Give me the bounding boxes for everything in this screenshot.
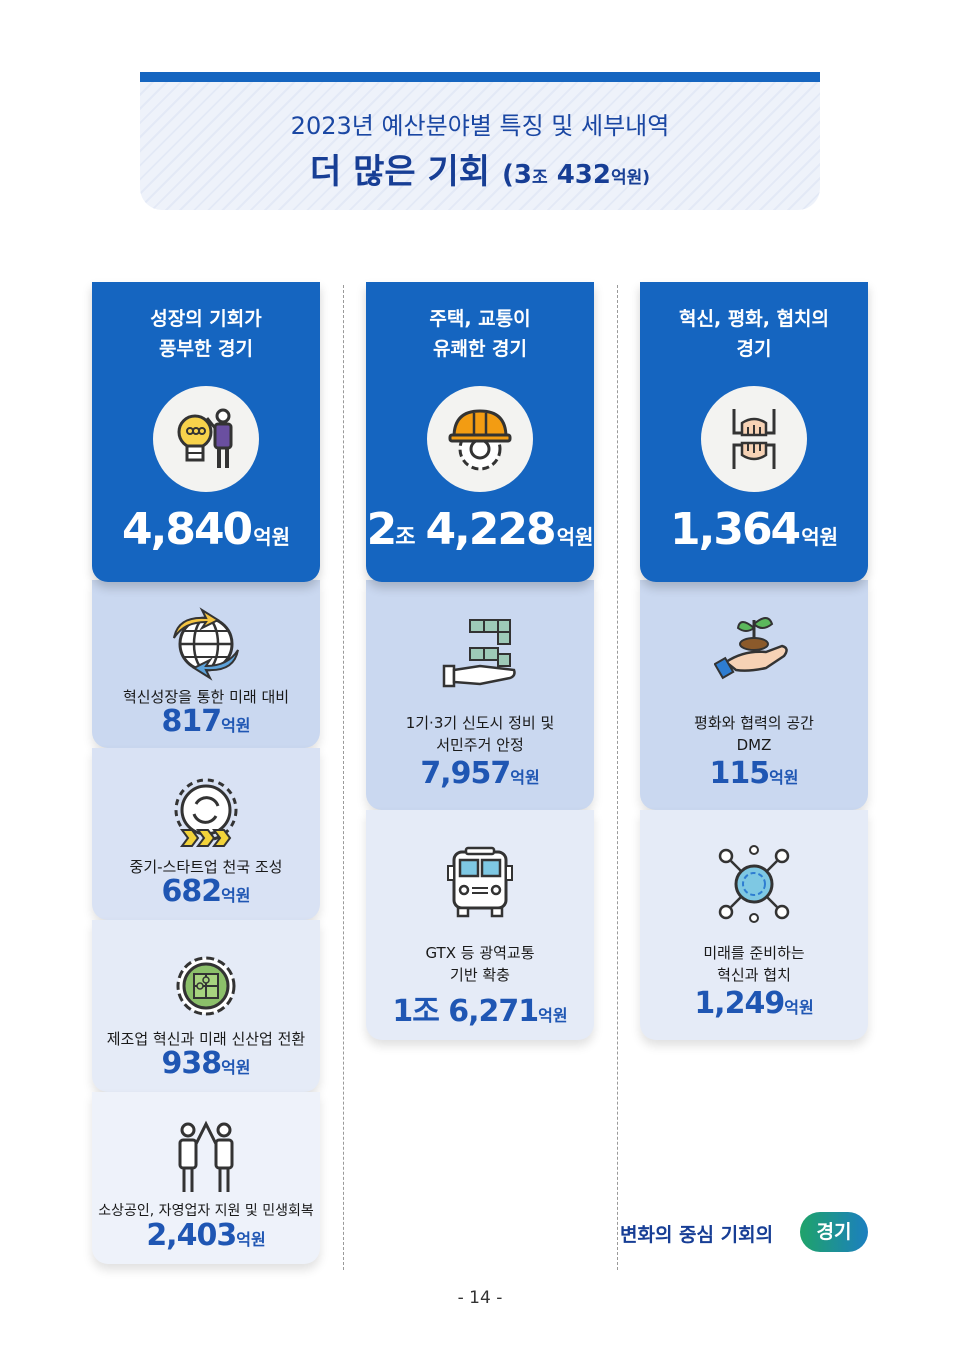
budget-item-card: 중기-스타트업 천국 조성 682억원 [92, 748, 320, 920]
category-title: 주택, 교통이 유쾌한 경기 [429, 308, 531, 360]
budget-item-card: 1기·3기 신도시 정비 및 서민주거 안정 7,957억원 [366, 580, 594, 810]
budget-item-amount: 682억원 [161, 874, 251, 909]
budget-item-card: 미래를 준비하는 혁신과 협치 1,249억원 [640, 810, 868, 1040]
category-amount: 1,364 억원 [670, 504, 838, 555]
header-title-row: 더 많은 기회 (3조 432억원) [140, 144, 820, 193]
category-card-growth: 성장의 기회가 풍부한 경기 4,840 억원 [92, 282, 320, 582]
budget-item-label: 소상공인, 자영업자 지원 및 민생회복 [98, 1203, 314, 1219]
budget-item-label: 제조업 혁신과 미래 신산업 전환 [106, 1030, 306, 1048]
header-box: 2023년 예산분야별 특징 및 세부내역 더 많은 기회 (3조 432억원) [140, 82, 820, 210]
budget-item-label: 미래를 준비하는 혁신과 협치 [703, 944, 805, 984]
budget-item-amount: 115억원 [709, 756, 799, 791]
budget-item-card: GTX 등 광역교통 기반 확충 1조 6,271억원 [366, 810, 594, 1040]
joined-hands-icon [701, 386, 807, 492]
budget-item-amount: 1,249억원 [694, 986, 814, 1021]
budget-item-amount: 7,957억원 [420, 756, 540, 791]
budget-item-amount: 938억원 [161, 1046, 251, 1081]
gear-arrows-icon [166, 774, 246, 854]
budget-item-label: 평화와 협력의 공간 DMZ [694, 714, 814, 754]
header-total: (3조 432억원) [502, 160, 651, 190]
category-amount: 4,840 억원 [122, 504, 290, 555]
network-people-icon [714, 844, 794, 924]
lightbulb-person-icon [153, 386, 259, 492]
budget-item-card: 제조업 혁신과 미래 신산업 전환 938억원 [92, 920, 320, 1092]
puzzle-gear-icon [166, 946, 246, 1026]
budget-item-label: 혁신성장을 통한 미래 대비 [122, 688, 290, 706]
budget-item-card: 소상공인, 자영업자 지원 및 민생회복 2,403억원 [92, 1092, 320, 1264]
hand-sprout-icon [713, 610, 794, 690]
column-divider [617, 285, 618, 1270]
people-highfive-icon [166, 1118, 246, 1198]
gyeonggi-logo-badge: 경기 [800, 1212, 868, 1252]
column-divider [343, 285, 344, 1270]
category-card-innovation-peace: 혁신, 평화, 협치의 경기 1,364 억원 [640, 282, 868, 582]
category-card-housing-transport: 주택, 교통이 유쾌한 경기 2조 4,228 억원 [366, 282, 594, 582]
budget-item-amount: 1조 6,271억원 [392, 994, 568, 1029]
hardhat-gear-icon [427, 386, 533, 492]
budget-item-label: 중기-스타트업 천국 조성 [129, 858, 283, 876]
header-subtitle: 2023년 예산분야별 특징 및 세부내역 [290, 112, 670, 140]
budget-item-card: 혁신성장을 통한 미래 대비 817억원 [92, 580, 320, 748]
column-growth: 성장의 기회가 풍부한 경기 4,840 억원 [92, 282, 320, 1264]
hand-blocks-icon [440, 614, 520, 694]
globe-arrows-icon [166, 604, 246, 684]
footer-slogan: 변화의 중심 기회의 [620, 1224, 774, 1246]
page-number: - 14 - [457, 1288, 503, 1308]
header-accent-bar [140, 72, 820, 82]
category-title: 혁신, 평화, 협치의 경기 [678, 308, 830, 360]
bus-icon [440, 844, 520, 924]
category-title: 성장의 기회가 풍부한 경기 [150, 308, 262, 360]
category-amount: 2조 4,228 억원 [366, 504, 594, 555]
budget-item-label: 1기·3기 신도시 정비 및 서민주거 안정 [405, 714, 555, 754]
budget-item-amount: 2,403억원 [146, 1218, 266, 1253]
budget-item-label: GTX 등 광역교통 기반 확충 [425, 944, 535, 984]
column-housing-transport: 주택, 교통이 유쾌한 경기 2조 4,228 억원 [366, 282, 594, 1040]
column-innovation-peace: 혁신, 평화, 협치의 경기 1,364 억원 [640, 282, 868, 1040]
budget-item-amount: 817억원 [161, 704, 251, 739]
header-title: 더 많은 기회 [309, 152, 491, 192]
budget-item-card: 평화와 협력의 공간 DMZ 115억원 [640, 580, 868, 810]
